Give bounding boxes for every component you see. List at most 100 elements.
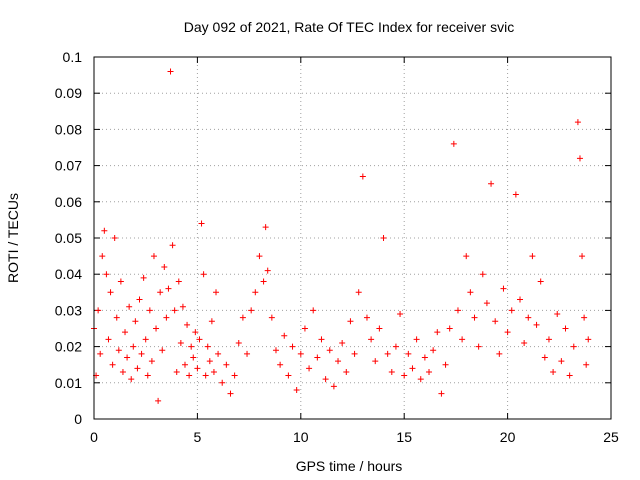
data-point bbox=[434, 329, 441, 336]
data-point bbox=[492, 318, 499, 325]
data-point bbox=[508, 307, 515, 314]
data-point bbox=[132, 318, 139, 325]
data-point bbox=[397, 311, 404, 318]
data-point bbox=[184, 321, 191, 328]
data-point bbox=[541, 354, 548, 361]
data-point bbox=[372, 358, 379, 365]
data-point bbox=[196, 336, 203, 343]
data-point bbox=[142, 336, 149, 343]
data-point bbox=[260, 278, 267, 285]
data-point bbox=[384, 350, 391, 357]
data-point bbox=[525, 314, 532, 321]
data-point bbox=[150, 253, 157, 260]
data-point bbox=[231, 372, 238, 379]
data-point bbox=[562, 325, 569, 332]
data-point bbox=[504, 329, 511, 336]
data-point bbox=[109, 361, 116, 368]
data-point bbox=[579, 253, 586, 260]
data-point bbox=[488, 180, 495, 187]
data-point bbox=[475, 343, 482, 350]
data-point bbox=[188, 343, 195, 350]
data-point bbox=[181, 361, 188, 368]
data-point bbox=[136, 296, 143, 303]
data-point bbox=[585, 336, 592, 343]
data-point bbox=[97, 350, 104, 357]
data-point bbox=[430, 347, 437, 354]
data-point bbox=[244, 350, 251, 357]
data-point bbox=[450, 140, 457, 147]
x-tick-label: 15 bbox=[396, 429, 412, 445]
y-tick-label: 0.02 bbox=[55, 339, 82, 355]
data-point bbox=[496, 350, 503, 357]
data-point bbox=[169, 242, 176, 249]
data-point bbox=[223, 361, 230, 368]
y-tick-label: 0.03 bbox=[55, 302, 82, 318]
data-point bbox=[101, 227, 108, 234]
data-point bbox=[138, 350, 145, 357]
data-point bbox=[190, 354, 197, 361]
y-tick-label: 0.04 bbox=[55, 266, 82, 282]
data-point bbox=[583, 361, 590, 368]
data-point bbox=[363, 314, 370, 321]
data-point bbox=[268, 314, 275, 321]
data-point bbox=[173, 368, 180, 375]
data-point bbox=[126, 303, 133, 310]
data-point bbox=[153, 325, 160, 332]
x-tick-label: 0 bbox=[90, 429, 98, 445]
data-point bbox=[545, 336, 552, 343]
x-tick-label: 10 bbox=[293, 429, 309, 445]
data-point bbox=[326, 347, 333, 354]
data-point bbox=[95, 307, 102, 314]
data-point bbox=[574, 119, 581, 126]
data-point bbox=[293, 387, 300, 394]
data-point bbox=[103, 271, 110, 278]
y-tick-label: 0.05 bbox=[55, 230, 82, 246]
data-point bbox=[517, 296, 524, 303]
data-points bbox=[91, 68, 592, 404]
data-point bbox=[219, 379, 226, 386]
data-point bbox=[239, 314, 246, 321]
data-point bbox=[454, 307, 461, 314]
data-point bbox=[318, 336, 325, 343]
data-point bbox=[297, 350, 304, 357]
data-point bbox=[459, 336, 466, 343]
data-point bbox=[570, 343, 577, 350]
data-point bbox=[554, 311, 561, 318]
x-axis: 0 5 10 15 20 25 bbox=[90, 57, 619, 445]
y-tick-label: 0.1 bbox=[63, 49, 83, 65]
data-point bbox=[111, 235, 118, 241]
plot-frame bbox=[93, 56, 612, 420]
data-point bbox=[277, 361, 284, 368]
data-point bbox=[130, 343, 137, 350]
x-tick-label: 20 bbox=[500, 429, 516, 445]
data-point bbox=[144, 372, 151, 379]
data-point bbox=[252, 289, 259, 296]
data-point bbox=[115, 347, 122, 354]
data-point bbox=[483, 300, 490, 307]
data-point bbox=[192, 329, 199, 336]
data-point bbox=[122, 329, 129, 336]
y-tick-label: 0.09 bbox=[55, 85, 82, 101]
data-point bbox=[500, 285, 507, 292]
data-point bbox=[213, 289, 220, 296]
data-point bbox=[376, 325, 383, 332]
data-point bbox=[388, 368, 395, 375]
data-point bbox=[512, 191, 519, 198]
data-point bbox=[256, 253, 263, 260]
y-tick-label: 0.07 bbox=[55, 158, 82, 174]
data-point bbox=[124, 354, 131, 361]
data-point bbox=[140, 274, 147, 281]
data-point bbox=[426, 368, 433, 375]
data-point bbox=[322, 376, 329, 383]
data-point bbox=[335, 358, 342, 365]
data-point bbox=[198, 220, 205, 227]
data-point bbox=[163, 314, 170, 321]
data-point bbox=[467, 289, 474, 296]
data-point bbox=[380, 235, 387, 241]
data-point bbox=[330, 383, 337, 390]
data-point bbox=[167, 68, 174, 75]
x-axis-title: GPS time / hours bbox=[296, 458, 403, 474]
data-point bbox=[113, 314, 120, 321]
data-point bbox=[117, 278, 124, 285]
